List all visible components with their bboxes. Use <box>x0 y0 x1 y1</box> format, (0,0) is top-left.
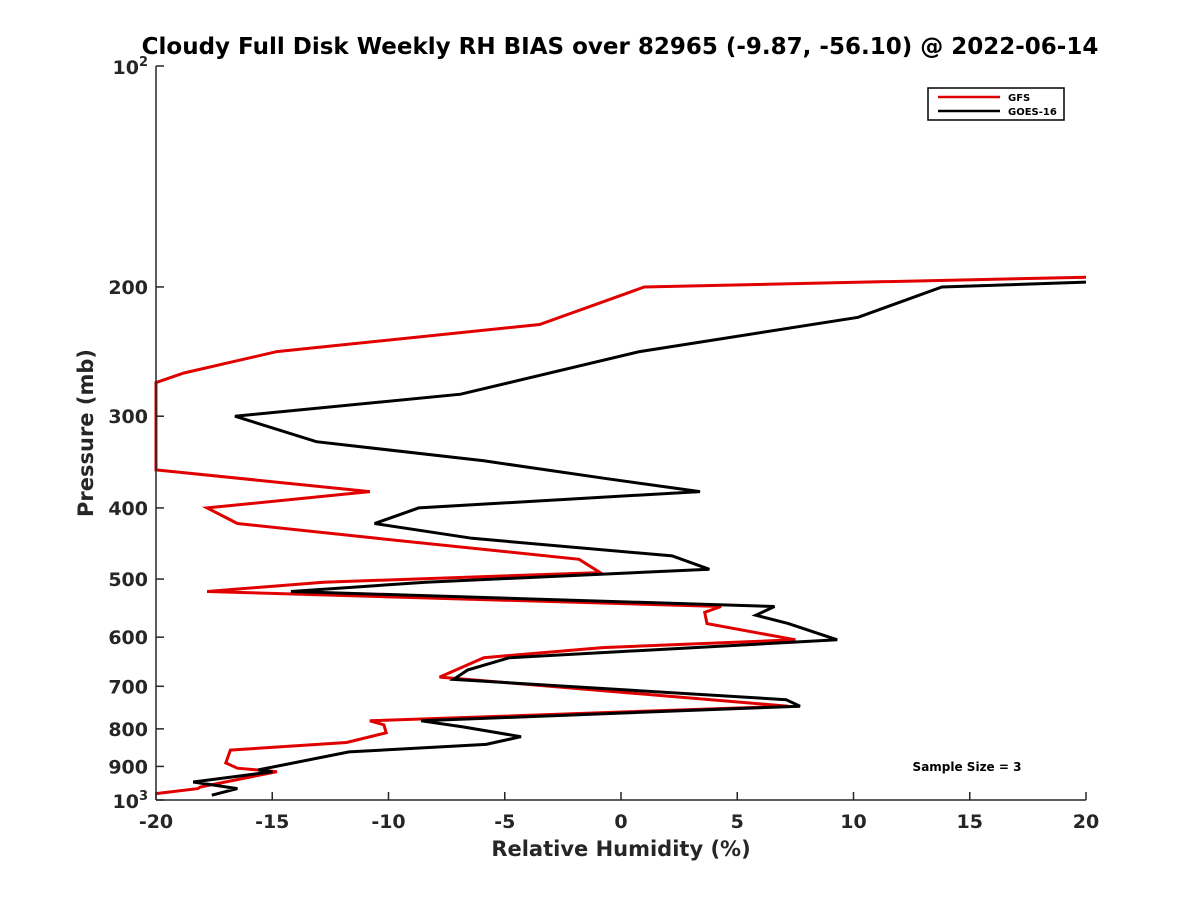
y-tick-label: 300 <box>108 406 148 428</box>
y-tick-label: 600 <box>108 627 148 649</box>
x-tick-label: -10 <box>371 811 405 833</box>
y-ticks: 200 300 400 500 600 700 800 900 102 103 <box>108 55 164 813</box>
x-tick-label: 5 <box>731 811 744 833</box>
x-tick-label: 15 <box>957 811 983 833</box>
legend-entry-gfs: GFS <box>1008 93 1030 104</box>
y-tick-label: 102 <box>113 55 149 79</box>
y-tick-label: 700 <box>108 676 148 698</box>
y-tick-label: 800 <box>108 719 148 741</box>
x-tick-label: -15 <box>255 811 289 833</box>
x-tick-label: -5 <box>494 811 515 833</box>
plot-area: -20 -15 -10 -5 0 5 10 15 20 200 300 400 500 600 700 80… <box>108 55 1099 833</box>
x-tick-label: 10 <box>840 811 866 833</box>
series-line-goes16 <box>192 280 1087 797</box>
sample-size-annotation: Sample Size = 3 <box>913 760 1022 774</box>
legend-box <box>927 87 1065 121</box>
x-tick-label: 0 <box>614 811 627 833</box>
series-lines <box>154 275 1087 797</box>
y-tick-label: 103 <box>113 789 149 813</box>
y-tick-label: 200 <box>108 277 148 299</box>
y-tick-label: 500 <box>108 569 148 591</box>
x-tick-label: 20 <box>1073 811 1099 833</box>
y-tick-label: 400 <box>108 498 148 520</box>
x-axis-label: Relative Humidity (%) <box>491 837 750 861</box>
y-tick-label: 900 <box>108 756 148 778</box>
y-axis-label: Pressure (mb) <box>74 349 98 517</box>
legend: GFS GOES-16 <box>927 87 1065 121</box>
chart-title: Cloudy Full Disk Weekly RH BIAS over 829… <box>142 34 1099 60</box>
x-tick-label: -20 <box>139 811 173 833</box>
x-ticks: -20 -15 -10 -5 0 5 10 15 20 <box>139 792 1099 833</box>
legend-entry-goes16: GOES-16 <box>1008 107 1057 118</box>
